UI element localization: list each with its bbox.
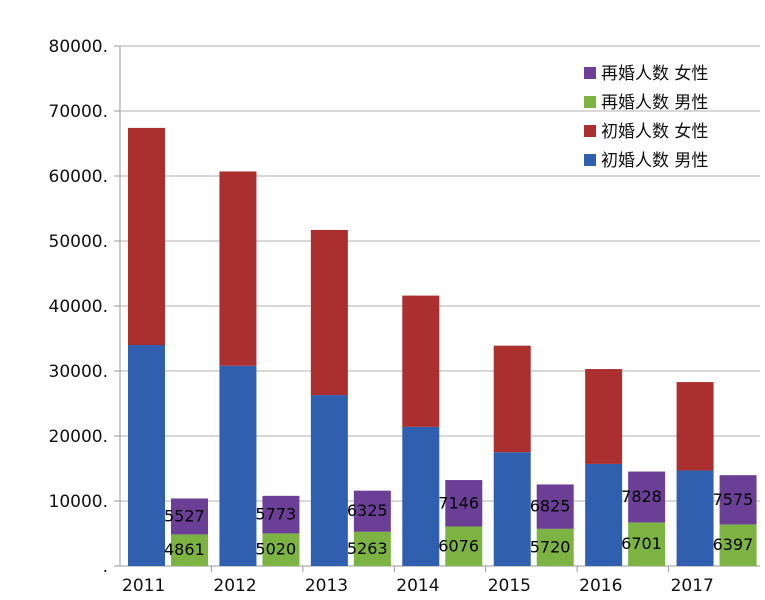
bar-first-marriage-male [402,426,440,566]
bar-first-marriage-female [128,127,165,346]
bar-first-marriage-male [493,452,531,566]
bar-first-marriage-female [219,171,257,366]
data-label-remarriage-male: 6701 [621,534,662,553]
bar-first-marriage-male [585,463,623,566]
bar-remarriage-male [445,526,483,566]
y-tick-label: 70000. [49,102,108,122]
y-tick-label: 20000. [49,427,108,447]
legend-swatch [584,96,596,108]
legend-swatch [584,154,596,166]
x-tick-label: 2012 [213,576,256,596]
x-tick-label: 2013 [305,576,348,596]
x-tick-label: 2015 [488,576,531,596]
y-tick-label: 10000. [49,492,108,512]
data-label-remarriage-female: 5773 [255,505,296,524]
data-label-remarriage-female: 7146 [438,493,479,512]
data-label-remarriage-male: 5263 [347,539,388,558]
y-tick-label: . [103,557,108,577]
bar-remarriage-female [445,480,483,527]
data-label-remarriage-male: 6397 [713,535,754,554]
bar-first-marriage-female [493,345,531,453]
bar-first-marriage-female [402,295,440,427]
bar-remarriage-male [719,524,757,566]
bar-remarriage-male [353,531,391,566]
legend-label: 初婚人数 女性 [601,122,708,142]
bar-first-marriage-male [310,395,348,566]
bar-remarriage-male [262,533,300,566]
x-tick-label: 2014 [396,576,439,596]
data-label-remarriage-male: 5020 [255,540,296,559]
x-tick-label: 2017 [671,576,714,596]
bar-first-marriage-male [219,365,257,566]
x-tick-label: 2016 [579,576,622,596]
x-tick-label: 2011 [122,576,165,596]
bar-first-marriage-male [676,470,714,566]
bar-remarriage-female [536,484,574,529]
legend-swatch [584,125,596,137]
y-tick-label: 50000. [49,232,108,252]
bar-remarriage-female [628,471,666,523]
bar-first-marriage-female [310,229,348,396]
bars [128,127,757,566]
data-label-remarriage-female: 5527 [164,506,205,525]
data-label-remarriage-male: 4861 [164,540,205,559]
bar-remarriage-female [719,475,757,525]
legend-label: 初婚人数 男性 [601,151,708,171]
data-label-remarriage-female: 6325 [347,501,388,520]
data-label-remarriage-female: 7828 [621,487,662,506]
bar-first-marriage-female [676,382,714,471]
bar-first-marriage-female [585,369,623,464]
bar-remarriage-male [171,534,208,566]
bar-remarriage-female [353,490,391,532]
legend-label: 再婚人数 女性 [601,64,708,84]
data-label-remarriage-male: 6076 [438,536,479,555]
bar-remarriage-female [262,495,300,534]
y-tick-label: 60000. [49,167,108,187]
data-label-remarriage-female: 6825 [530,497,571,516]
legend-label: 再婚人数 男性 [601,93,708,113]
y-tick-label: 30000. [49,362,108,382]
legend-swatch [584,67,596,79]
bar-remarriage-male [536,528,574,566]
y-tick-label: 80000. [49,37,108,57]
bar-first-marriage-male [128,345,165,566]
y-axis: . 10000. 20000. 30000. 40000. 50000. 60000. 700… [49,37,108,577]
bar-remarriage-female [171,498,208,535]
data-label-remarriage-male: 5720 [530,537,571,556]
x-axis: 2011 2012 2013 2014 2015 2016 2017 [122,576,714,596]
bar-remarriage-male [628,522,666,566]
data-labels: 4861 5527 5020 5773 5263 6325 6076 7146 5720 6825… [164,487,753,559]
y-tick-label: 40000. [49,297,108,317]
data-label-remarriage-female: 7575 [713,490,754,509]
